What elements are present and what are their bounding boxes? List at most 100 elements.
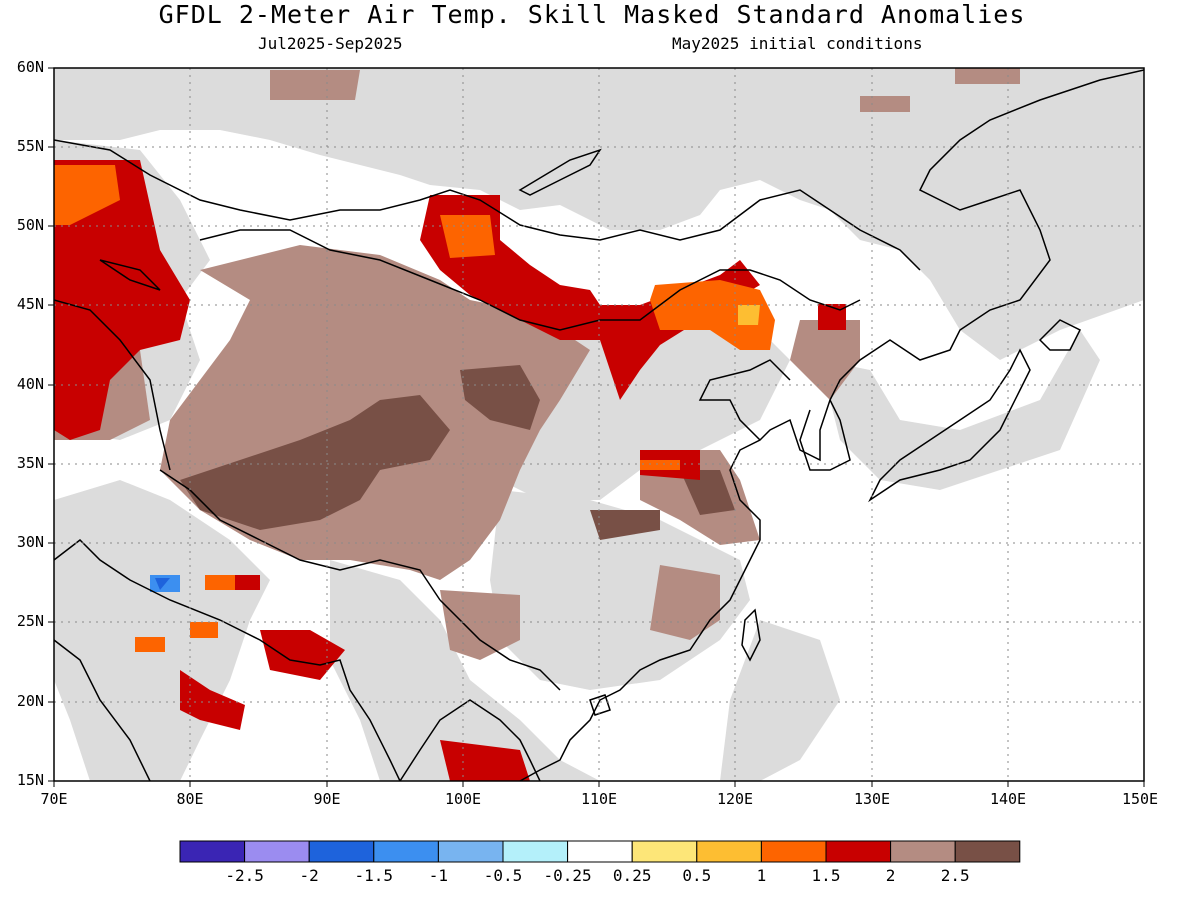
anomaly-negative-regions xyxy=(150,575,180,592)
lat-label: 50N xyxy=(16,216,44,234)
anomaly-gobi xyxy=(460,365,540,430)
coast-hokkaido xyxy=(1038,319,1082,351)
anomaly-yangtze xyxy=(590,510,660,540)
anomaly-east-china-dark xyxy=(680,470,735,515)
anomaly-kazakhstan-orange xyxy=(54,165,120,225)
anomaly-east-china-orange xyxy=(640,460,680,470)
colorbar-label: 0.5 xyxy=(682,866,712,885)
anomaly-manchuria-orange xyxy=(650,280,775,350)
anomaly-india-orange-2 xyxy=(190,622,218,638)
coast-indochina xyxy=(399,699,541,781)
colorbar-swatch xyxy=(179,840,246,863)
coastlines-borders xyxy=(54,69,1144,781)
lon-label: 130E xyxy=(853,790,891,808)
valid-period: Jul2025-Sep2025 xyxy=(258,34,403,53)
lat-label: 30N xyxy=(16,533,44,551)
anomaly-tibet-core xyxy=(180,395,450,530)
colorbar-swatch xyxy=(631,840,698,863)
lat-label: 55N xyxy=(16,137,44,155)
border-china-north xyxy=(199,229,861,331)
colorbar-label: 2.5 xyxy=(940,866,970,885)
anomaly-south-china xyxy=(650,565,720,640)
colorbar-label: -0.5 xyxy=(483,866,523,885)
colorbar-swatch xyxy=(244,840,310,863)
coast-bay-bohai xyxy=(698,359,791,441)
anomaly-above-2.5-regions xyxy=(180,365,735,540)
border-russia xyxy=(54,139,921,271)
colorbar-swatch xyxy=(567,840,633,863)
anomaly-negative-india-core xyxy=(155,578,170,590)
lon-label: 140E xyxy=(989,790,1027,808)
anomaly-nepal-orange xyxy=(205,575,235,590)
colorbar xyxy=(179,840,1021,863)
anomaly-0.5-1-regions xyxy=(738,305,760,325)
lon-label: 120E xyxy=(716,790,754,808)
anomaly-ganges xyxy=(260,630,345,680)
anomaly-north-2 xyxy=(860,96,910,112)
anomaly-indochina xyxy=(440,590,520,660)
colorbar-swatch xyxy=(696,840,762,863)
lake-baikal xyxy=(518,148,602,196)
colorbar-label: -0.25 xyxy=(543,866,592,885)
mask-indochina xyxy=(330,560,600,781)
anomaly-north-1 xyxy=(270,70,360,100)
anomaly-india-central xyxy=(180,670,245,730)
anomaly-manchuria-yellow xyxy=(738,305,760,325)
axis-ticks xyxy=(48,67,1145,787)
anomaly-korea-red xyxy=(818,304,846,330)
coast-taiwan xyxy=(741,608,761,662)
lake-balkhash xyxy=(99,259,161,291)
coast-hainan xyxy=(589,694,611,716)
colorbar-swatch xyxy=(502,840,569,863)
anomaly-korea xyxy=(790,320,860,400)
colorbar-label: -1.5 xyxy=(354,866,394,885)
lat-label: 40N xyxy=(16,375,44,393)
colorbar-swatch xyxy=(308,840,375,863)
mask-south-china xyxy=(490,490,750,690)
anomaly-north-3 xyxy=(955,68,1020,84)
colorbar-label: 2 xyxy=(885,866,896,885)
colorbar-swatch xyxy=(954,840,1021,863)
anomaly-india-orange xyxy=(135,637,165,652)
colorbar-swatch xyxy=(890,840,956,863)
lat-label: 15N xyxy=(16,771,44,789)
colorbar-swatch xyxy=(825,840,892,863)
colorbar-label: -1 xyxy=(428,866,449,885)
coast-india xyxy=(54,539,401,781)
lon-label: 100E xyxy=(444,790,482,808)
lon-label: 90E xyxy=(313,790,341,808)
map-area xyxy=(54,68,1144,781)
coast-india-west xyxy=(54,639,151,781)
lat-label: 20N xyxy=(16,692,44,710)
border-himalaya xyxy=(159,469,441,601)
anomaly-1-1.5-regions xyxy=(54,165,775,652)
lon-label: 80E xyxy=(176,790,204,808)
coast-korea xyxy=(799,399,851,471)
lon-label: 150E xyxy=(1121,790,1159,808)
colorbar-label: 1 xyxy=(756,866,767,885)
lon-label: 70E xyxy=(40,790,68,808)
mask-japan-korea xyxy=(820,330,1100,490)
colorbar-swatch xyxy=(437,840,504,863)
colorbar-label: 0.25 xyxy=(612,866,652,885)
lon-label: 110E xyxy=(580,790,618,808)
anomaly-thailand xyxy=(440,740,530,781)
lat-label: 60N xyxy=(16,58,44,76)
mask-siberia xyxy=(54,68,1144,360)
initial-conditions: May2025 initial conditions xyxy=(672,34,923,53)
border-central-asia xyxy=(54,299,171,471)
lat-label: 45N xyxy=(16,295,44,313)
anomaly-kazakhstan xyxy=(54,160,190,440)
lat-label: 35N xyxy=(16,454,44,472)
anomaly-mongolia-belt xyxy=(420,195,760,400)
coast-east-asia xyxy=(519,69,1144,781)
colorbar-swatch xyxy=(760,840,827,863)
map-title: GFDL 2-Meter Air Temp. Skill Masked Stan… xyxy=(158,0,1026,29)
coast-japan xyxy=(868,348,1031,503)
colorbar-label: -2.5 xyxy=(225,866,264,885)
colorbar-label: -2 xyxy=(299,866,319,885)
colorbar-label: 1.5 xyxy=(811,866,841,885)
border-indochina xyxy=(439,599,561,691)
colorbar-swatch xyxy=(373,840,439,863)
